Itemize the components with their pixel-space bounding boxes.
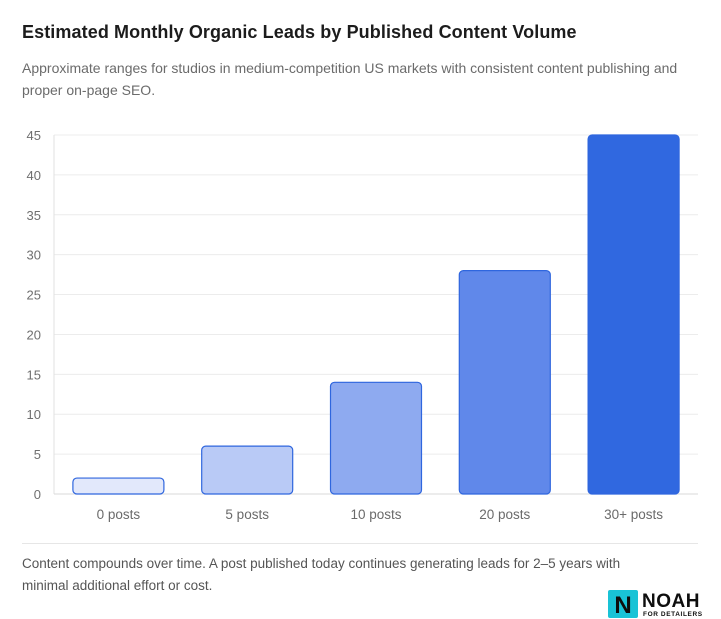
logo-mark-icon: N [608,590,638,618]
bar [329,381,423,495]
bar [201,445,294,495]
x-tick-label: 20 posts [479,507,530,522]
y-tick-label: 35 [27,208,41,223]
y-tick-label: 5 [34,447,41,462]
bar [458,270,551,495]
y-tick-label: 20 [27,327,41,342]
x-tick-label: 10 posts [350,507,401,522]
logo-tagline: FOR DETAILERS [643,611,703,618]
chart-subtitle: Approximate ranges for studios in medium… [22,60,678,98]
bar-chart: 0 5 10 15 20 25 30 35 40 45 0 posts 5 posts 10 posts… [27,128,698,522]
x-tick-label: 5 posts [225,507,269,522]
y-tick-label: 10 [27,407,41,422]
y-tick-label: 45 [27,128,41,143]
x-tick-label: 0 posts [97,507,141,522]
bar [72,477,165,495]
footnote: Content compounds over time. A post publ… [22,556,621,593]
bar [587,134,680,495]
y-tick-label: 0 [34,487,41,502]
y-tick-label: 40 [27,168,41,183]
logo-word: NOAH [642,591,700,612]
y-tick-label: 15 [27,367,41,382]
chart-area: 0 5 10 15 20 25 30 35 40 45 0 posts 5 posts 10 posts… [0,118,721,528]
y-tick-label: 25 [27,288,41,303]
chart-title: Estimated Monthly Organic Leads by Publi… [22,22,577,42]
footer-divider [22,543,698,544]
brand-logo: N NOAH FOR DETAILERS [608,590,714,618]
svg-text:N: N [614,592,631,618]
x-tick-label: 30+ posts [604,507,663,522]
y-tick-label: 30 [27,248,41,263]
